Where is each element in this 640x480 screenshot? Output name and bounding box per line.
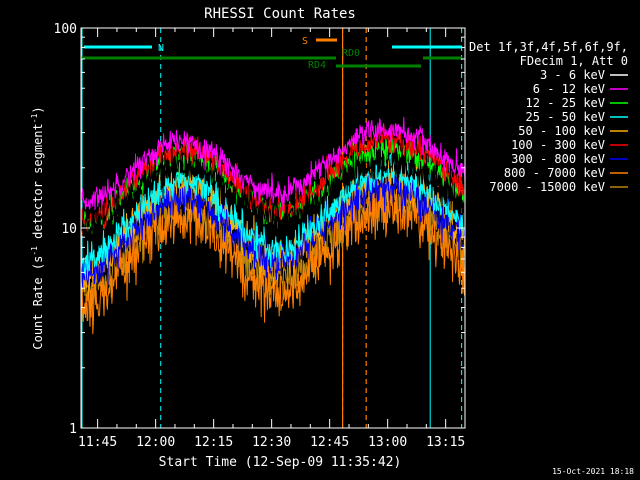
y-tick-label: 10 — [61, 222, 77, 237]
x-tick-label: 12:15 — [194, 435, 233, 450]
rd4-marker-label: RD4 — [308, 60, 326, 71]
legend-entry-label: 12 - 25 keV — [526, 96, 605, 110]
saa-marker-label: S — [302, 36, 308, 47]
legend-entry-label: 50 - 100 keV — [518, 124, 605, 138]
y-axis-label-sup1: -1 — [30, 246, 39, 256]
y-axis-label-sup2: -1 — [30, 113, 39, 123]
series-line — [80, 116, 466, 212]
x-tick-label: 13:15 — [426, 435, 465, 450]
legend-entry-label: 25 - 50 keV — [526, 110, 605, 124]
x-tick-label: 12:30 — [252, 435, 291, 450]
x-axis-label: Start Time (12-Sep-09 11:35:42) — [159, 455, 402, 470]
y-tick-label: 100 — [54, 22, 77, 37]
rd0-marker-label: RD0 — [342, 48, 360, 59]
chart-title: RHESSI Count Rates — [204, 6, 356, 22]
x-tick-label: 11:45 — [78, 435, 117, 450]
legend-header-line1: Det 1f,3f,4f,5f,6f,9f, — [469, 40, 628, 54]
legend-entry-label: 100 - 300 keV — [511, 138, 605, 152]
x-axis: 11:45 12:00 12:15 12:30 12:45 13:00 13:15 — [78, 28, 466, 450]
x-tick-label: 13:00 — [368, 435, 407, 450]
x-tick-label: 12:45 — [310, 435, 349, 450]
y-axis-label: Count Rate (s-1 detector segment-1) — [30, 106, 45, 349]
series-line — [80, 168, 466, 288]
legend-entry-label: 3 - 6 keV — [540, 68, 605, 82]
legend-entry-label: 800 - 7000 keV — [504, 166, 605, 180]
x-tick-label: 12:00 — [136, 435, 175, 450]
y-axis-label-end: ) — [31, 106, 45, 113]
legend-entry-label: 7000 - 15000 keV — [489, 180, 605, 194]
legend-entry-label: 6 - 12 keV — [533, 82, 605, 96]
generation-timestamp: 15-Oct-2021 18:18 — [552, 467, 634, 476]
plot-area: N S RD0 RD4 — [80, 28, 466, 428]
y-tick-label: 1 — [69, 422, 77, 437]
y-axis: 1 10 100 — [54, 22, 465, 437]
y-axis-label-mid: detector segment — [31, 123, 45, 246]
night-marker-label: N — [158, 43, 164, 54]
legend-header-line2: FDecim 1, Att 0 — [520, 54, 628, 68]
legend-entry-label: 300 - 800 keV — [511, 152, 605, 166]
y-axis-label-main: Count Rate (s — [31, 256, 45, 350]
chart-legend: Det 1f,3f,4f,5f,6f,9f, FDecim 1, Att 0 3… — [469, 40, 628, 194]
